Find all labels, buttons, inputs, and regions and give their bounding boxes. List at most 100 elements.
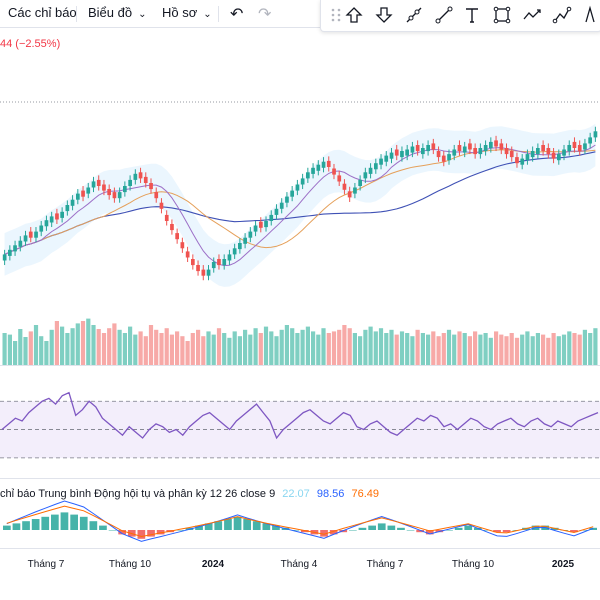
macd-histogram-bar [224, 519, 232, 530]
macd-title: chỉ báo Trung bình Động hội tụ và phân k… [0, 488, 276, 500]
candle-body [593, 131, 598, 138]
candle-body [227, 254, 232, 261]
trend-line-icon[interactable] [403, 4, 425, 26]
volume-bar [514, 337, 520, 365]
volume-bar [290, 328, 295, 365]
volume-bar [279, 329, 284, 365]
candle-body [300, 178, 305, 185]
candle-body [342, 183, 347, 190]
macd-histogram-bar [252, 521, 261, 530]
volume-bar [7, 334, 12, 365]
volume-bar [206, 331, 211, 365]
macd-signal-line [6, 505, 594, 538]
undo-icon[interactable]: ↶ [230, 6, 244, 23]
more-tools-icon[interactable] [579, 4, 600, 26]
candle-body [332, 168, 336, 175]
volume-bar [143, 336, 148, 365]
volume-bar [363, 329, 368, 365]
volume-bar [49, 329, 54, 365]
candle-body [180, 242, 185, 249]
volume-bar [117, 329, 122, 365]
x-tick-label: Tháng 7 [366, 559, 404, 570]
candle-body [2, 254, 7, 261]
macd-histogram-bar [99, 525, 107, 530]
macd-histogram-bar [589, 527, 597, 530]
macd-histogram-bar [176, 530, 184, 531]
indicators-button[interactable]: Các chỉ báo [8, 5, 77, 20]
candle-body [49, 216, 54, 223]
macd-histogram-bar [70, 514, 78, 530]
macd-histogram-bar [137, 530, 146, 539]
volume-bar [65, 333, 70, 365]
candle-body [201, 269, 206, 276]
ma-mid-line [4, 149, 596, 255]
candle-body [483, 145, 488, 152]
chart-type-label: Biểu đồ [88, 5, 133, 20]
candle-body [504, 148, 509, 155]
volume-bar [311, 331, 316, 365]
volume-bar [582, 329, 587, 365]
path-icon[interactable] [521, 4, 543, 26]
volume-bar [415, 329, 420, 365]
volume-bar [488, 337, 493, 365]
volume-bar [462, 333, 467, 365]
macd-histogram-bar [12, 523, 21, 530]
volume-bar [101, 333, 107, 365]
candle-body [468, 143, 472, 150]
time-axis[interactable]: Tháng 7 Tháng 10 2024 Tháng 4 Tháng 7 Th… [0, 548, 600, 600]
candle-body [426, 145, 430, 152]
macd-histogram-bar [214, 521, 223, 530]
macd-histogram-bar [368, 525, 376, 530]
macd-histogram-bar [320, 530, 328, 537]
candle-body [123, 186, 127, 193]
price-chart[interactable] [0, 0, 600, 548]
x-tick-label: Tháng 10 [451, 559, 495, 570]
candle-body [436, 151, 441, 158]
volume-bar [556, 336, 561, 365]
volume-bar [185, 341, 190, 365]
volume-bar [541, 334, 546, 365]
volume-bar [431, 331, 436, 365]
volume-bar [2, 333, 7, 365]
polyline-icon[interactable] [551, 4, 573, 26]
text-icon[interactable] [461, 4, 483, 26]
candle-body [238, 243, 242, 250]
volume-bar [394, 334, 399, 365]
ray-icon[interactable] [433, 4, 455, 26]
profile-button[interactable]: Hồ sơ ⌄ [162, 5, 212, 20]
candle-body [347, 191, 352, 198]
volume-bar [269, 331, 274, 365]
pane-divider [0, 478, 600, 479]
candle-body [60, 211, 64, 218]
chart-type-button[interactable]: Biểu đồ ⌄ [88, 5, 146, 20]
candle-body [117, 192, 122, 199]
volume-bar [504, 336, 509, 365]
volume-bar [196, 329, 201, 365]
drag-handle-icon[interactable] [325, 4, 347, 26]
candle-body [34, 231, 38, 238]
candle-body [232, 248, 237, 255]
chevron-down-icon: ⌄ [138, 9, 147, 20]
rectangle-icon[interactable] [491, 4, 513, 26]
macd-histogram-bar [579, 530, 588, 531]
arrow-down-icon[interactable] [373, 4, 395, 26]
volume-bar [91, 325, 96, 365]
candle-body [567, 145, 572, 152]
volume-bar [378, 328, 384, 365]
candle-body [431, 143, 436, 150]
volume-bar [567, 331, 572, 365]
arrow-up-icon[interactable] [343, 4, 365, 26]
candle-body [557, 154, 561, 161]
macd-histogram-bar [243, 519, 251, 530]
candle-body [44, 220, 49, 227]
candle-body [279, 202, 284, 209]
volume-bar [467, 336, 472, 365]
candle-body [112, 192, 117, 199]
volume-bar [509, 333, 514, 365]
volume-bar [389, 329, 394, 365]
macd-line [6, 500, 594, 542]
redo-icon[interactable]: ↷ [258, 6, 272, 23]
price-change-label: 44 (−2.55%) [0, 38, 61, 50]
candle-body [138, 172, 143, 179]
volume-bar [18, 329, 23, 365]
